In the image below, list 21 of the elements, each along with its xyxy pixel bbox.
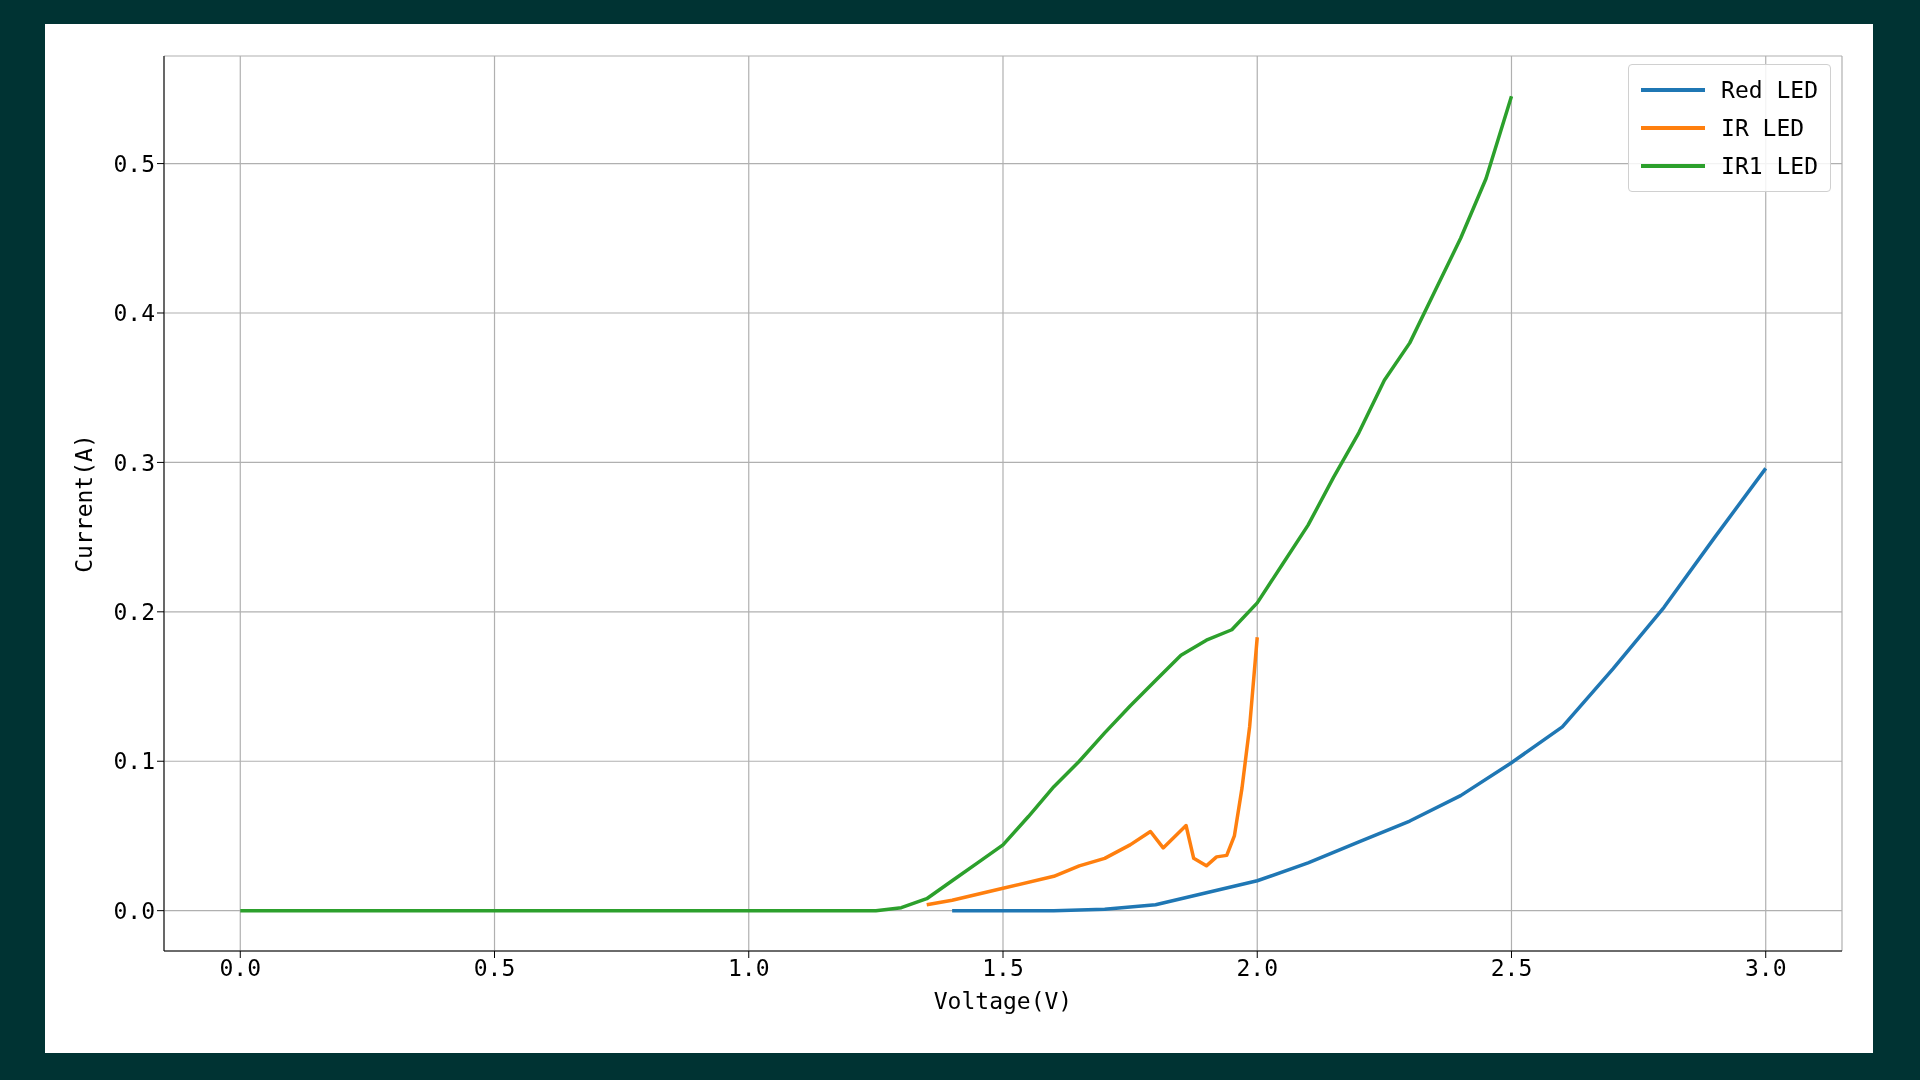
x-axis-title: Voltage(V) — [933, 988, 1073, 1014]
y-tick-label: 0.1 — [113, 748, 155, 775]
legend-label: IR1 LED — [1721, 152, 1818, 181]
x-tick-label: 1.0 — [727, 955, 770, 982]
legend-label: Red LED — [1721, 76, 1818, 105]
line-series — [238, 94, 1514, 913]
line-series — [950, 466, 1768, 913]
y-axis-title: Current(A) — [71, 434, 98, 573]
y-tick-label: 0.2 — [113, 598, 155, 625]
y-tick-label: 0.3 — [113, 449, 155, 476]
legend-label: IR LED — [1721, 114, 1805, 143]
x-tick-label: 0.5 — [473, 955, 516, 982]
x-tick-label: 0.0 — [219, 955, 262, 982]
x-tick-label: 2.5 — [1490, 955, 1533, 982]
x-tick-label: 3.0 — [1744, 955, 1787, 982]
y-tick-label: 0.0 — [113, 897, 155, 924]
y-tick-label: 0.4 — [113, 300, 155, 327]
line-series — [924, 635, 1259, 907]
y-tick-label: 0.5 — [113, 150, 155, 177]
x-tick-label: 2.0 — [1236, 955, 1279, 982]
x-tick-label: 1.5 — [982, 955, 1024, 982]
